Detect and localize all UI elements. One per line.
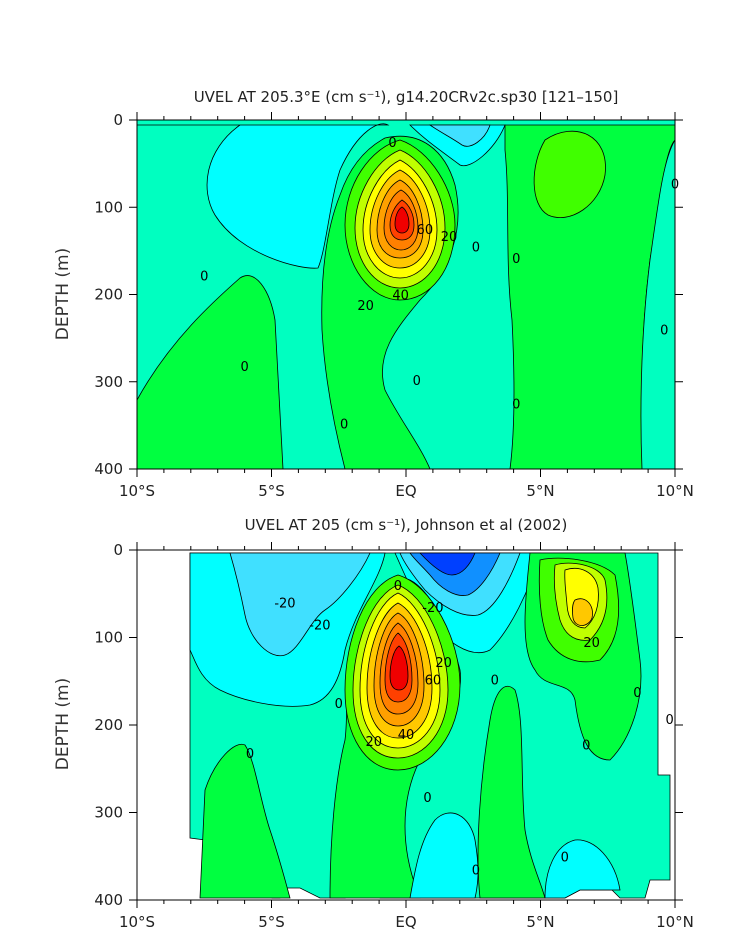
contour-label: 20 [365,735,382,750]
fill-level-40-50-east [572,598,593,626]
y-axis-label-bottom: DEPTH (m) [53,678,73,770]
fill-level-neg10-0-west [137,123,390,269]
fill-level-neg20-neg10-west [229,552,371,657]
x-tick-label: 5°N [526,482,554,500]
contour-label: 0 [582,738,590,753]
contour-label: 0 [660,323,668,338]
fill-level-0-10-south [477,685,546,899]
contour-label: 20 [435,656,452,671]
contour-label: 60 [417,223,434,238]
contour-label: -20 [309,618,330,633]
contour-label: 20 [583,636,600,651]
x-tick-label: EQ [395,482,416,500]
y-tick-label: 300 [94,373,123,391]
fill-level-max [389,645,409,691]
contour-label: 0 [240,360,248,375]
y-tick-label: 200 [94,286,123,304]
contour-label: 0 [665,713,673,728]
contour-label: 0 [394,579,402,594]
y-tick-label: 100 [94,198,123,216]
contour-fill-top [137,120,675,469]
y-axis-label-top: DEPTH (m) [53,248,73,340]
y-tick-label: 200 [94,716,123,734]
x-tick-label: 5°N [526,913,554,931]
y-tick-label: 400 [94,891,123,909]
x-tick-label: 10°S [119,482,155,500]
y-tick-label: 100 [94,629,123,647]
contour-label: 0 [340,418,348,433]
contour-label: 20 [441,230,458,245]
contour-fill-bottom [189,552,671,899]
contour-label: 0 [633,686,641,701]
panel-top: UVEL AT 205.3°E (cm s⁻¹), g14.20CRv2c.sp… [53,88,694,500]
x-tick-label: 5°S [258,482,285,500]
contour-label: 0 [512,398,520,413]
contour-label: 0 [413,374,421,389]
contour-label: -20 [422,601,443,616]
x-tick-label: 5°S [258,913,285,931]
contour-label: 60 [425,674,442,689]
y-tick-label: 400 [94,460,123,478]
contour-labels-bottom: 0 -20 -20 -20 20 20 60 0 0 0 0 40 20 0 0 0 0 0 [246,579,674,878]
fill-level-neg10-0-south [409,812,479,899]
contour-label: 0 [512,252,520,267]
fill-level-0-10-southwest [199,743,291,899]
contour-label: 0 [246,747,254,762]
contour-label: 0 [472,863,480,878]
fill-level-max [394,206,410,234]
contour-label: 40 [392,289,409,304]
x-tick-label: EQ [395,913,416,931]
panel-bottom: UVEL AT 205 (cm s⁻¹), Johnson et al (200… [53,516,694,931]
fill-level-0-10-southwest [137,275,284,469]
contour-label: 40 [398,728,415,743]
fill-level-neg10-0-southeast [544,839,621,899]
x-tick-label: 10°N [656,913,694,931]
contour-label: 20 [357,299,374,314]
fill-level-neg20-neg10 [428,124,491,147]
x-tick-label: 10°N [656,482,694,500]
x-tick-label: 10°S [119,913,155,931]
contour-label: 0 [335,697,343,712]
y-tick-label: 0 [113,541,123,559]
y-tick-label: 0 [113,111,123,129]
contour-label: 0 [388,136,396,151]
contour-label: 0 [472,241,480,256]
contour-label: 0 [491,674,499,689]
contour-label: 0 [561,850,569,865]
chart-title-bottom: UVEL AT 205 (cm s⁻¹), Johnson et al (200… [245,516,568,534]
contour-label: 0 [200,269,208,284]
contour-label: -20 [274,597,295,612]
contour-label: 0 [423,791,431,806]
fill-level-10-20-east [533,130,606,218]
fill-level-0-east-edge [640,139,675,469]
fill-level-min [419,552,476,576]
y-tick-label: 300 [94,804,123,822]
chart-title-top: UVEL AT 205.3°E (cm s⁻¹), g14.20CRv2c.sp… [194,88,619,106]
